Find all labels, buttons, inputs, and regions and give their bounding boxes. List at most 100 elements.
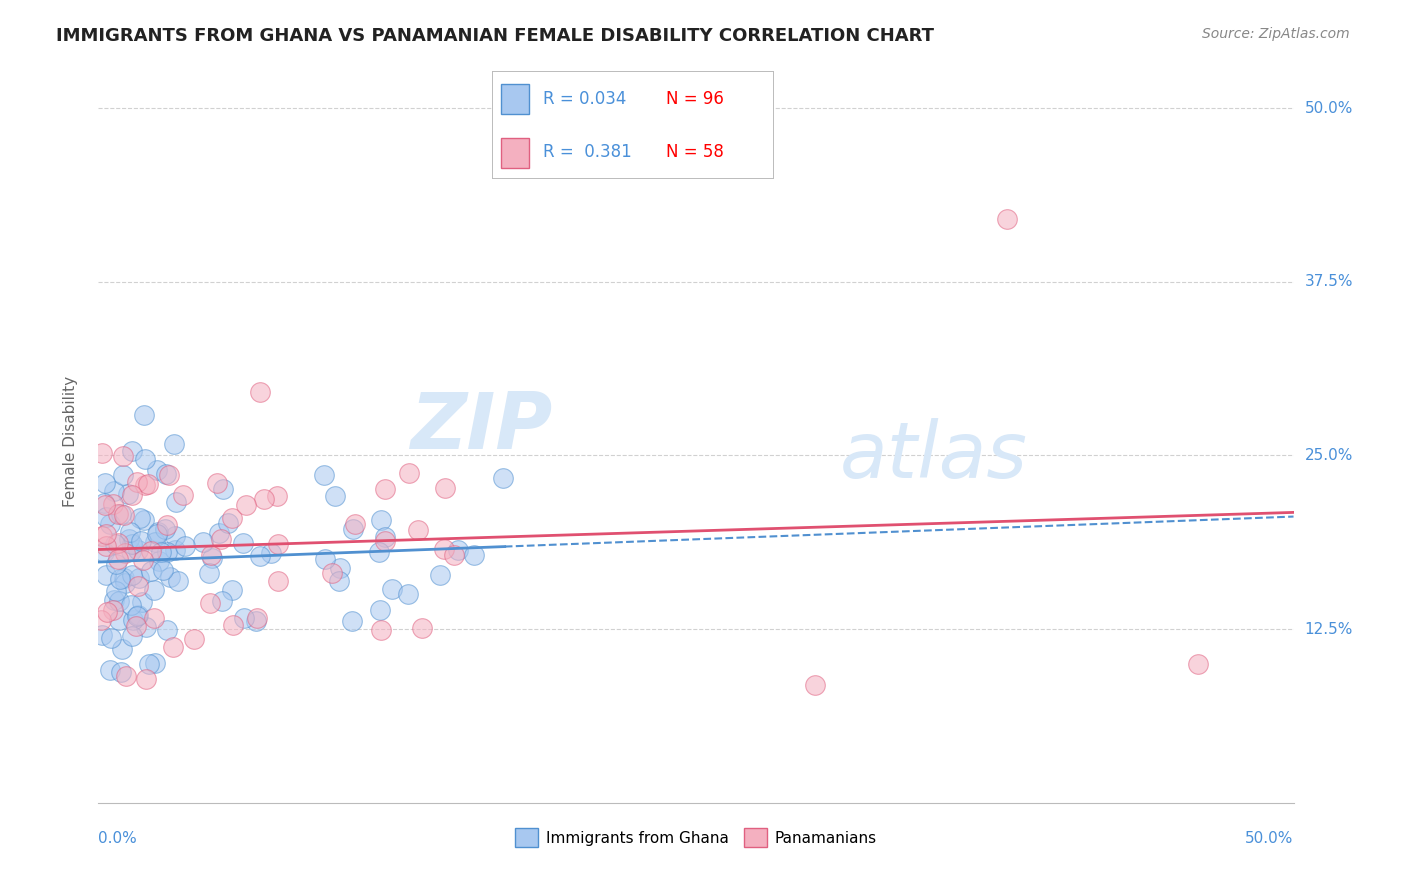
Point xyxy=(121,488,143,502)
Point xyxy=(368,602,391,616)
Point xyxy=(267,574,290,589)
Point xyxy=(200,548,222,562)
Point xyxy=(260,546,283,560)
Point xyxy=(374,534,396,549)
Point xyxy=(212,482,235,496)
Point xyxy=(153,522,176,536)
Point xyxy=(94,476,117,491)
Point xyxy=(90,529,112,543)
Point xyxy=(105,557,128,571)
Point xyxy=(103,603,125,617)
Point xyxy=(121,568,143,582)
Point xyxy=(149,545,172,559)
Point xyxy=(111,641,134,656)
Point xyxy=(163,436,186,450)
Text: ZIP: ZIP xyxy=(411,389,553,465)
Point xyxy=(93,544,115,558)
Point xyxy=(132,513,155,527)
Point xyxy=(314,551,336,566)
Point xyxy=(122,613,145,627)
Text: 50.0%: 50.0% xyxy=(1246,830,1294,846)
Point xyxy=(110,508,132,522)
Point xyxy=(148,554,170,568)
Point xyxy=(121,629,143,643)
Point xyxy=(94,567,117,582)
Point xyxy=(146,463,169,477)
Point xyxy=(121,443,143,458)
Point xyxy=(143,656,166,670)
Point xyxy=(107,552,129,566)
Text: N = 58: N = 58 xyxy=(666,143,724,161)
Point xyxy=(118,532,141,546)
Point xyxy=(173,539,195,553)
Point xyxy=(152,563,174,577)
Point xyxy=(127,579,149,593)
Point xyxy=(370,514,392,528)
Point xyxy=(146,524,169,539)
Point xyxy=(463,548,485,562)
Point xyxy=(246,611,269,625)
Point xyxy=(157,468,180,483)
Text: N = 96: N = 96 xyxy=(666,90,724,108)
Point xyxy=(128,571,150,585)
Point xyxy=(381,582,404,596)
Point xyxy=(108,593,131,607)
Point xyxy=(127,475,149,489)
Point xyxy=(139,565,162,579)
Point xyxy=(217,516,239,530)
Point xyxy=(163,529,186,543)
Text: Source: ZipAtlas.com: Source: ZipAtlas.com xyxy=(1202,27,1350,41)
Point xyxy=(143,534,166,549)
Legend: Immigrants from Ghana, Panamanians: Immigrants from Ghana, Panamanians xyxy=(509,822,883,853)
Point xyxy=(232,611,254,625)
Point xyxy=(374,483,396,497)
Point xyxy=(321,566,343,581)
Point xyxy=(328,574,350,589)
Point xyxy=(108,572,131,586)
Point xyxy=(112,508,135,522)
Point xyxy=(221,618,243,632)
Text: IMMIGRANTS FROM GHANA VS PANAMANIAN FEMALE DISABILITY CORRELATION CHART: IMMIGRANTS FROM GHANA VS PANAMANIAN FEMA… xyxy=(56,27,934,45)
Point xyxy=(406,523,429,537)
Point xyxy=(111,449,134,463)
Y-axis label: Female Disability: Female Disability xyxy=(63,376,77,508)
Point xyxy=(134,478,156,492)
Point xyxy=(267,537,290,551)
Point xyxy=(368,545,391,559)
Point xyxy=(101,497,124,511)
Point xyxy=(249,385,271,400)
Point xyxy=(191,534,214,549)
Point xyxy=(200,550,222,565)
Point xyxy=(159,570,181,584)
Point xyxy=(127,542,149,557)
Text: 50.0%: 50.0% xyxy=(1305,101,1353,116)
Point xyxy=(90,613,112,627)
Point xyxy=(134,452,156,467)
Point xyxy=(312,467,335,482)
Point xyxy=(340,614,363,628)
Point xyxy=(91,628,114,642)
Point xyxy=(208,526,231,541)
Point xyxy=(138,657,160,671)
Point xyxy=(323,489,346,503)
Point xyxy=(139,543,162,558)
Point xyxy=(396,586,419,600)
Point xyxy=(411,621,433,635)
Point xyxy=(995,212,1018,227)
Point xyxy=(235,498,257,512)
Point xyxy=(211,594,233,608)
Point xyxy=(100,631,122,645)
Point xyxy=(146,527,169,541)
Point xyxy=(221,511,243,525)
Point xyxy=(96,605,118,619)
Text: R = 0.034: R = 0.034 xyxy=(543,90,626,108)
Point xyxy=(143,611,166,625)
Point xyxy=(135,620,157,634)
Point xyxy=(492,471,515,485)
Point xyxy=(329,560,352,574)
Text: R =  0.381: R = 0.381 xyxy=(543,143,631,161)
Point xyxy=(221,583,243,598)
Bar xyxy=(501,84,529,114)
Point xyxy=(266,489,288,503)
Point xyxy=(804,678,827,692)
